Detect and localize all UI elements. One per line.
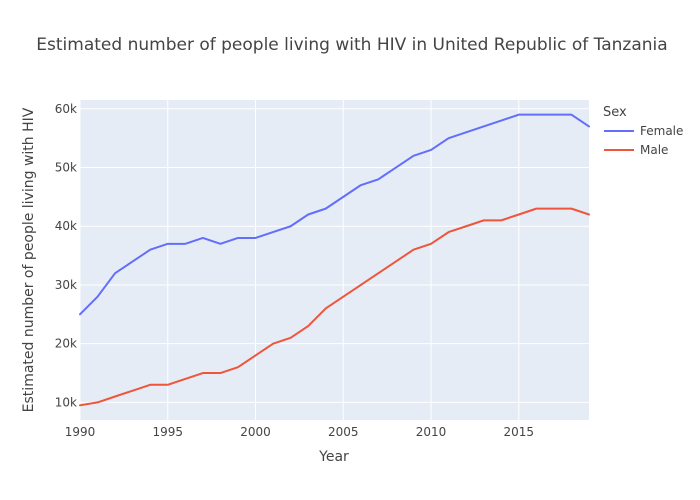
y-tick-label-3: 40k [55,219,77,233]
series-line-female [79,113,590,316]
x-axis-ticks: 1990 1995 2000 2005 2010 2015 [65,425,534,439]
x-tick-label-0: 1990 [65,425,96,439]
y-axis-title: Estimated number of people living with H… [21,107,37,412]
grid-lines [79,100,589,420]
legend-label-female: Female [640,124,683,138]
legend: Sex Female Male [603,105,683,157]
x-tick-label-3: 2005 [328,425,359,439]
x-tick-label-1: 1995 [152,425,183,439]
series-lines [79,113,590,407]
y-tick-label-5: 60k [55,102,77,116]
x-axis-title: Year [318,449,349,465]
y-tick-label-0: 10k [55,395,77,409]
y-tick-label-4: 50k [55,161,77,175]
series-line-male [79,207,590,407]
y-tick-label-2: 30k [55,278,77,292]
x-tick-label-5: 2015 [504,425,535,439]
chart-title: Estimated number of people living with H… [36,35,667,55]
x-tick-label-2: 2000 [240,425,271,439]
x-tick-label-4: 2010 [416,425,447,439]
y-tick-label-1: 20k [55,337,77,351]
legend-title: Sex [603,105,627,120]
legend-label-male: Male [640,143,668,157]
plot-area [80,100,589,420]
y-axis-ticks: 10k 20k 30k 40k 50k 60k [55,102,77,410]
